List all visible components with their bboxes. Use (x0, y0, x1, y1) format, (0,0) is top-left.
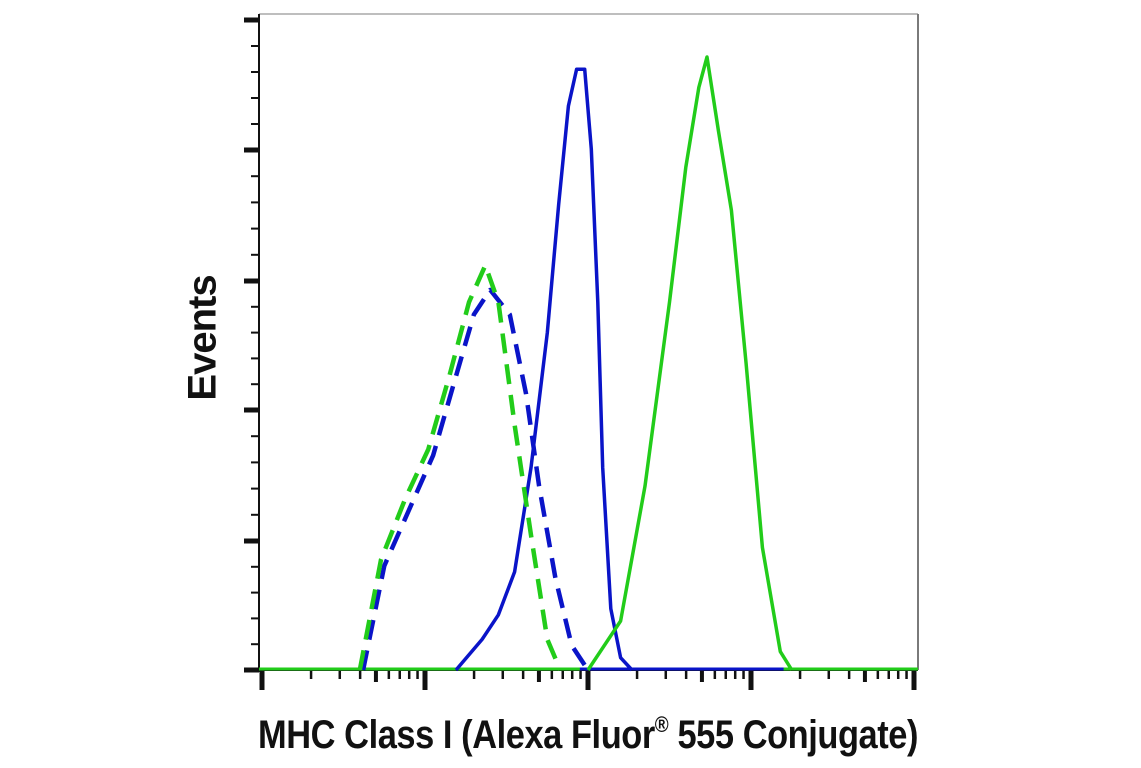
series-blue-solid (454, 67, 634, 672)
x-axis-label-tail: 555 Conjugate) (668, 713, 919, 757)
series-green-solid (586, 55, 794, 671)
x-axis-label: MHC Class I (Alexa Fluor® 555 Conjugate) (258, 712, 918, 758)
y-axis-label: Events (180, 275, 225, 401)
registered-mark: ® (654, 712, 669, 737)
series-green-dashed (357, 263, 563, 671)
series-blue-dashed (360, 287, 590, 672)
x-axis-label-main: MHC Class I (Alexa Fluor (257, 713, 655, 757)
